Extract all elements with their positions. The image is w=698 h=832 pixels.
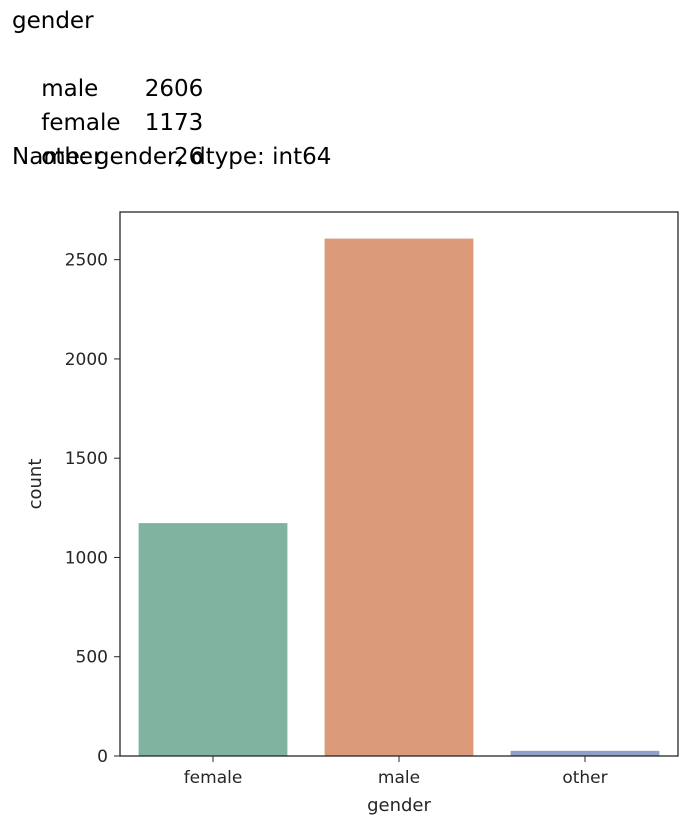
bar-other	[510, 750, 660, 756]
y-tick-label: 2500	[65, 251, 108, 271]
output-row-label: male	[41, 76, 99, 102]
output-footer: Name: gender, dtype: int64	[12, 144, 332, 170]
y-tick-label: 2000	[65, 350, 108, 370]
bar-male	[324, 238, 474, 757]
y-axis-label: count	[25, 459, 46, 510]
output-row-value: 2606	[144, 76, 204, 102]
bars-group	[138, 238, 660, 757]
x-tick-label: female	[184, 768, 243, 788]
y-tick-label: 500	[76, 648, 108, 668]
output-row-value: 26	[173, 144, 204, 170]
output-row: other 26	[12, 106, 331, 170]
plot-frame	[119, 211, 679, 757]
output-row: male 2606	[12, 38, 331, 102]
x-axis-label: gender	[367, 795, 431, 816]
series-output: gender male 2606 female 1173 other 26 Name:…	[12, 4, 331, 174]
x-tick-label: male	[378, 768, 420, 788]
output-row-label: female	[41, 110, 121, 136]
output-row: female 1173	[12, 72, 331, 136]
y-axis-ticks: 0 500 1000 1500 2000 2500	[65, 251, 120, 767]
y-tick-label: 0	[97, 747, 108, 767]
y-tick-label: 1000	[65, 548, 108, 568]
output-row-value: 1173	[144, 110, 204, 136]
output-header: gender	[12, 8, 94, 34]
x-axis-ticks: female male other	[184, 756, 608, 788]
bar-female	[138, 523, 288, 756]
y-tick-label: 1500	[65, 449, 108, 469]
output-row-label: other	[41, 144, 103, 170]
x-tick-label: other	[562, 768, 607, 788]
